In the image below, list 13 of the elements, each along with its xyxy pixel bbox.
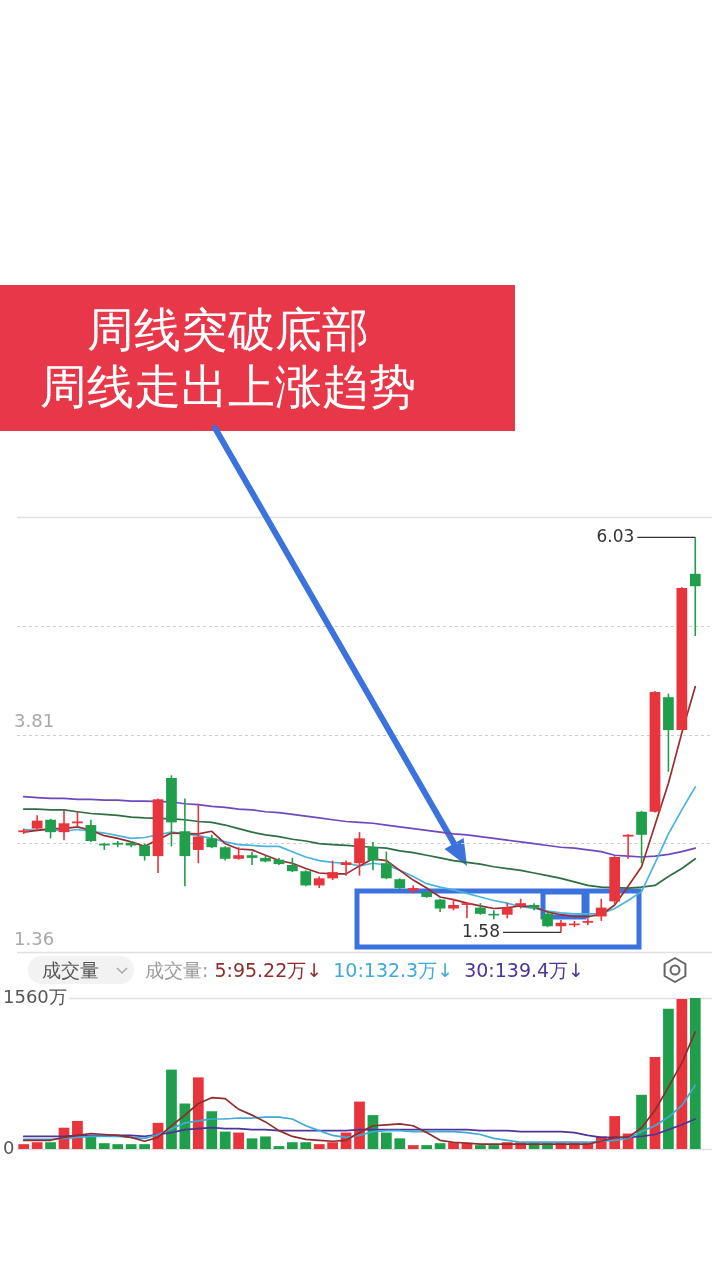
y-tick-label: 1560万 xyxy=(3,985,67,1007)
text: 10:132.3万↓ xyxy=(333,959,454,981)
text: 周线突破底部 xyxy=(87,302,369,358)
y-tick-label: 3.81 xyxy=(14,710,55,732)
text: 5:95.22万↓ xyxy=(214,959,323,981)
text: 周线走出上涨趋势 xyxy=(40,359,416,415)
chart-title: 成交量 xyxy=(42,958,99,983)
annotation: 1.58 xyxy=(462,920,500,941)
y-tick-label: 0 xyxy=(3,1136,15,1158)
legend-title: 成交量: xyxy=(145,959,209,981)
annotation: 6.03 xyxy=(596,525,635,546)
y-tick-label: 1.36 xyxy=(14,927,55,949)
text: 30:139.4万↓ xyxy=(464,959,585,981)
